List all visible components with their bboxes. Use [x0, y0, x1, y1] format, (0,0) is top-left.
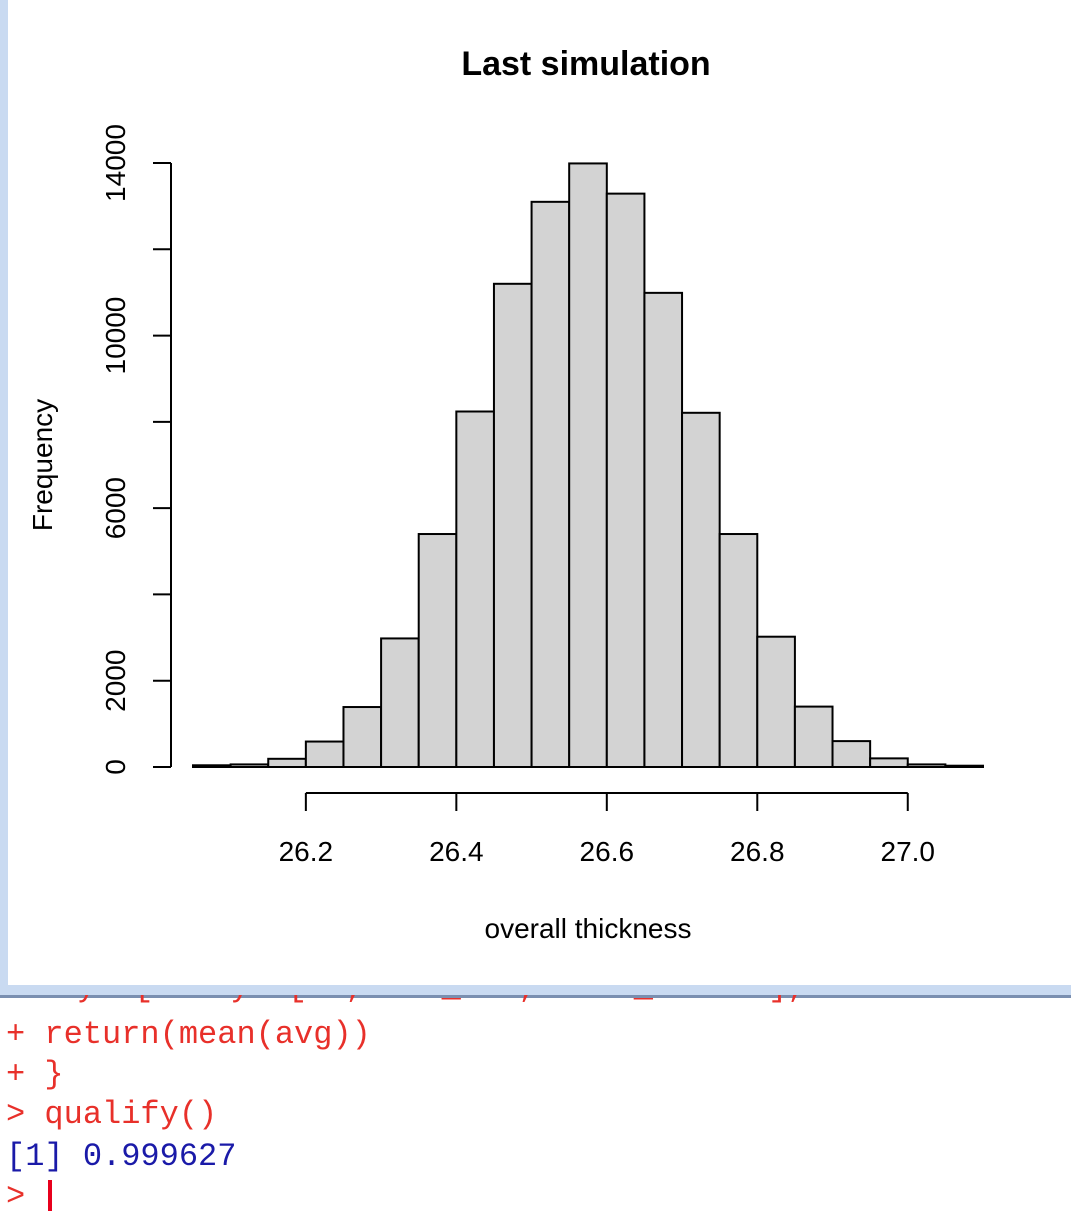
y-tick-label: 6000	[100, 477, 131, 539]
x-axis-label: overall thickness	[485, 913, 692, 944]
y-tick-label: 2000	[100, 650, 131, 712]
console-separator	[0, 995, 1071, 998]
histogram-bar	[718, 533, 759, 768]
histogram-bar	[267, 757, 307, 768]
x-tick-label: 26.6	[580, 836, 635, 867]
plot-window: Last simulation overall thickness Freque…	[0, 0, 1071, 995]
histogram-bar	[793, 705, 834, 768]
histogram-bar	[869, 757, 909, 768]
histogram-bar	[756, 635, 796, 768]
x-tick-label: 26.8	[730, 836, 785, 867]
x-tick-label: 26.2	[279, 836, 334, 867]
console-prompt-line[interactable]: >	[6, 1177, 53, 1211]
histogram-bars	[192, 162, 985, 769]
console-output-line: [1] 0.999627	[6, 1138, 237, 1175]
console-line-3: > qualify()	[6, 1096, 218, 1133]
chart-title: Last simulation	[461, 45, 710, 83]
histogram-bar	[831, 740, 872, 768]
histogram-chart: Last simulation overall thickness Freque…	[27, 45, 985, 944]
y-tick-label: 14000	[100, 124, 131, 202]
y-tick-label: 0	[100, 759, 131, 775]
console-line-1: + return(mean(avg))	[6, 1016, 371, 1053]
histogram-bar	[681, 411, 721, 768]
text-cursor	[48, 1179, 53, 1211]
histogram-bar	[455, 410, 495, 768]
console-prompt: >	[6, 1178, 45, 1211]
x-tick-label: 26.4	[429, 836, 484, 867]
histogram-bar	[530, 200, 571, 769]
x-tick-label: 27.0	[881, 836, 936, 867]
histogram-bar	[643, 291, 684, 768]
histogram-bar	[417, 533, 458, 768]
histogram-bar	[906, 763, 947, 769]
console-partial-line: + y [ y [ , _ , _ ],	[0, 995, 1071, 1003]
histogram-bar	[304, 740, 345, 769]
histogram-bar	[492, 282, 533, 768]
y-axis-label: Frequency	[27, 399, 58, 531]
plot-area: Last simulation overall thickness Freque…	[8, 0, 1071, 985]
histogram-bar	[568, 162, 608, 768]
histogram-bar	[605, 192, 646, 769]
console-line-2: + }	[6, 1056, 64, 1093]
histogram-bar	[342, 706, 383, 769]
axes: 26.2 26.4 26.6 26.8 27.0 0 2000 6000 10000 14000	[100, 124, 935, 867]
y-tick-label: 10000	[100, 297, 131, 375]
histogram-bar	[944, 764, 985, 768]
histogram-bar	[380, 637, 420, 768]
histogram-bar	[229, 763, 270, 769]
r-console[interactable]: + y [ y [ , _ , _ ], + return(mean(avg))…	[0, 995, 1071, 1211]
histogram-bar	[192, 764, 232, 769]
